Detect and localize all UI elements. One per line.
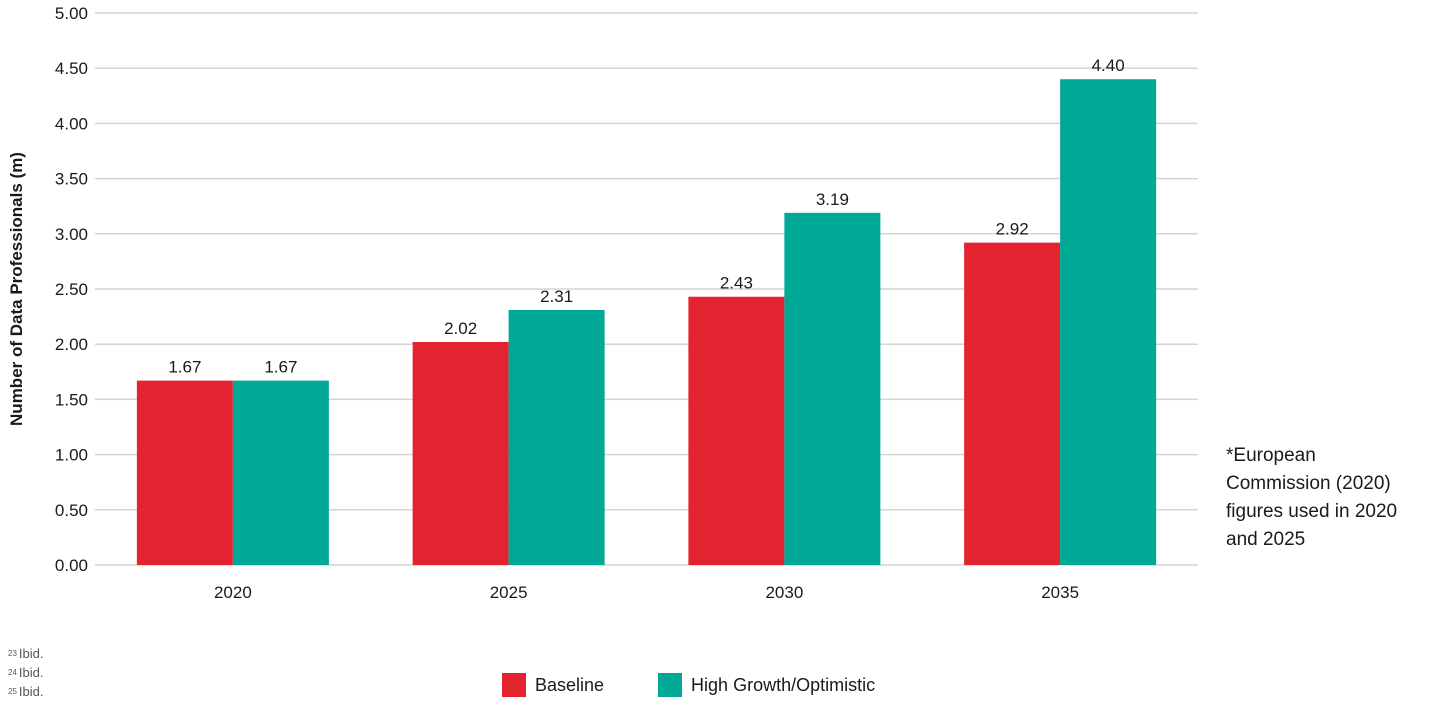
x-tick-label: 2025 bbox=[490, 583, 528, 602]
footnote-number: 23 bbox=[8, 649, 17, 658]
legend: Baseline High Growth/Optimistic bbox=[502, 673, 929, 697]
y-tick-label: 4.50 bbox=[55, 59, 88, 78]
data-label: 1.67 bbox=[264, 358, 297, 377]
data-label: 2.43 bbox=[720, 274, 753, 293]
bar bbox=[413, 342, 509, 565]
footnotes: 23 Ibid. 24 Ibid. 25 Ibid. bbox=[8, 644, 43, 701]
x-tick-label: 2020 bbox=[214, 583, 252, 602]
data-label: 3.19 bbox=[816, 190, 849, 209]
footnote-text: Ibid. bbox=[19, 646, 44, 661]
footnote: 23 Ibid. bbox=[8, 644, 43, 663]
y-tick-label: 2.50 bbox=[55, 280, 88, 299]
bar bbox=[688, 297, 784, 565]
bar bbox=[233, 381, 329, 565]
legend-swatch-high-growth bbox=[658, 673, 682, 697]
source-note-line: figures used in 2020 bbox=[1226, 498, 1432, 526]
source-note-line: and 2025 bbox=[1226, 526, 1432, 554]
legend-label-baseline: Baseline bbox=[535, 675, 604, 696]
y-tick-label: 2.00 bbox=[55, 335, 88, 354]
y-tick-label: 3.00 bbox=[55, 225, 88, 244]
footnote-number: 25 bbox=[8, 687, 17, 696]
x-tick-label: 2035 bbox=[1041, 583, 1079, 602]
footnote-text: Ibid. bbox=[19, 665, 44, 680]
y-tick-label: 0.50 bbox=[55, 501, 88, 520]
x-tick-label: 2030 bbox=[765, 583, 803, 602]
source-note-line: Commission (2020) bbox=[1226, 470, 1432, 498]
data-label: 2.31 bbox=[540, 287, 573, 306]
footnote: 25 Ibid. bbox=[8, 682, 43, 701]
x-axis-ticks: 2020 2025 2030 2035 bbox=[214, 583, 1079, 602]
y-axis-ticks: 0.00 0.50 1.00 1.50 2.00 2.50 3.00 3.50 4.00 4.50… bbox=[55, 4, 88, 575]
y-axis-title: Number of Data Professionals (m) bbox=[7, 152, 26, 426]
footnote: 24 Ibid. bbox=[8, 663, 43, 682]
legend-swatch-baseline bbox=[502, 673, 526, 697]
data-label: 4.40 bbox=[1092, 56, 1125, 75]
y-tick-label: 1.00 bbox=[55, 446, 88, 465]
bar bbox=[137, 381, 233, 565]
y-tick-label: 0.00 bbox=[55, 556, 88, 575]
bar bbox=[509, 310, 605, 565]
legend-item-high-growth: High Growth/Optimistic bbox=[658, 673, 875, 697]
y-tick-label: 5.00 bbox=[55, 4, 88, 23]
y-tick-label: 4.00 bbox=[55, 114, 88, 133]
bars bbox=[137, 79, 1156, 565]
y-tick-label: 1.50 bbox=[55, 390, 88, 409]
source-note: *European Commission (2020) figures used… bbox=[1226, 442, 1432, 554]
data-label: 2.92 bbox=[996, 220, 1029, 239]
bar bbox=[784, 213, 880, 565]
data-label: 2.02 bbox=[444, 319, 477, 338]
bar bbox=[1060, 79, 1156, 565]
legend-label-high-growth: High Growth/Optimistic bbox=[691, 675, 875, 696]
footnote-number: 24 bbox=[8, 668, 17, 677]
source-note-line: *European bbox=[1226, 442, 1432, 470]
y-tick-label: 3.50 bbox=[55, 170, 88, 189]
data-label: 1.67 bbox=[168, 358, 201, 377]
bar bbox=[964, 243, 1060, 565]
legend-item-baseline: Baseline bbox=[502, 673, 604, 697]
